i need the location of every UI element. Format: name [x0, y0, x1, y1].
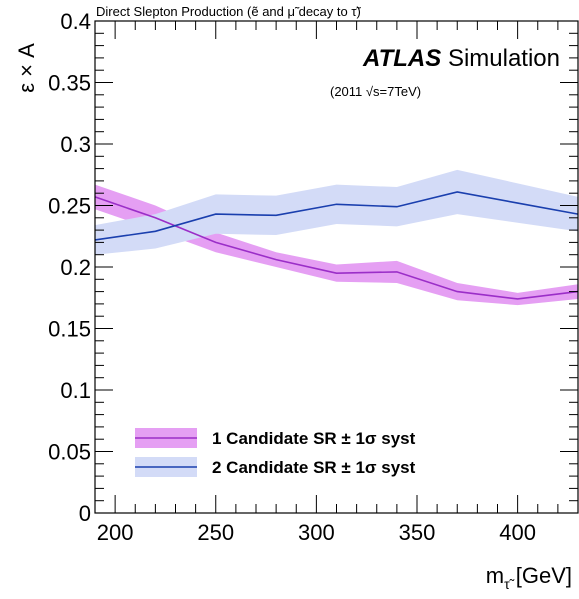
x-axis-label-subscript: τ̃ — [504, 576, 515, 592]
y-tick-label: 0 — [79, 501, 91, 526]
y-tick-label: 0.05 — [48, 440, 91, 465]
y-tick-label: 0.2 — [60, 255, 91, 280]
legend-entry-2: 2 Candidate SR ± 1σ syst — [135, 457, 416, 477]
simulation-label: Simulation — [448, 45, 560, 72]
svg-text:ATLAS Simulation: ATLAS Simulation — [362, 45, 560, 72]
legend: 1 Candidate SR ± 1σ syst 2 Candidate SR … — [135, 428, 416, 477]
series-line-2 — [94, 191, 579, 241]
series-band-2 — [95, 169, 578, 255]
x-tick-label: 400 — [499, 520, 536, 545]
x-tick-labels: 200 250 300 350 400 — [97, 520, 536, 545]
series-band-1 — [95, 184, 578, 306]
legend-entry-1: 1 Candidate SR ± 1σ syst — [135, 428, 416, 448]
legend-label-2: 2 Candidate SR ± 1σ syst — [212, 458, 416, 477]
x-tick-label: 200 — [97, 520, 134, 545]
series-lines — [94, 191, 579, 300]
legend-label-1: 1 Candidate SR ± 1σ syst — [212, 429, 416, 448]
y-tick-label: 0.15 — [48, 317, 91, 342]
chart-title: Direct Slepton Production (ẽ and μ̃ deca… — [96, 4, 361, 19]
y-tick-label: 0.25 — [48, 194, 91, 219]
atlas-label: ATLAS — [362, 45, 441, 72]
x-axis-label-unit: [GeV] — [516, 563, 572, 588]
x-tick-label: 350 — [399, 520, 436, 545]
energy-label: (2011 √s=7TeV) — [330, 84, 421, 99]
y-tick-label: 0.4 — [60, 9, 91, 34]
axis-ticks — [94, 20, 579, 514]
x-tick-label: 300 — [298, 520, 335, 545]
x-tick-label: 250 — [197, 520, 234, 545]
y-axis-label: ε × A — [14, 43, 39, 93]
svg-text:mτ̃ [GeV]: mτ̃ [GeV] — [486, 563, 572, 592]
x-axis-label: m — [486, 563, 504, 588]
uncertainty-bands — [95, 169, 578, 306]
y-tick-label: 0.35 — [48, 71, 91, 96]
y-tick-label: 0.1 — [60, 378, 91, 403]
y-tick-labels: 0 0.05 0.1 0.15 0.2 0.25 0.3 0.35 0.4 — [48, 9, 91, 526]
y-tick-label: 0.3 — [60, 132, 91, 157]
